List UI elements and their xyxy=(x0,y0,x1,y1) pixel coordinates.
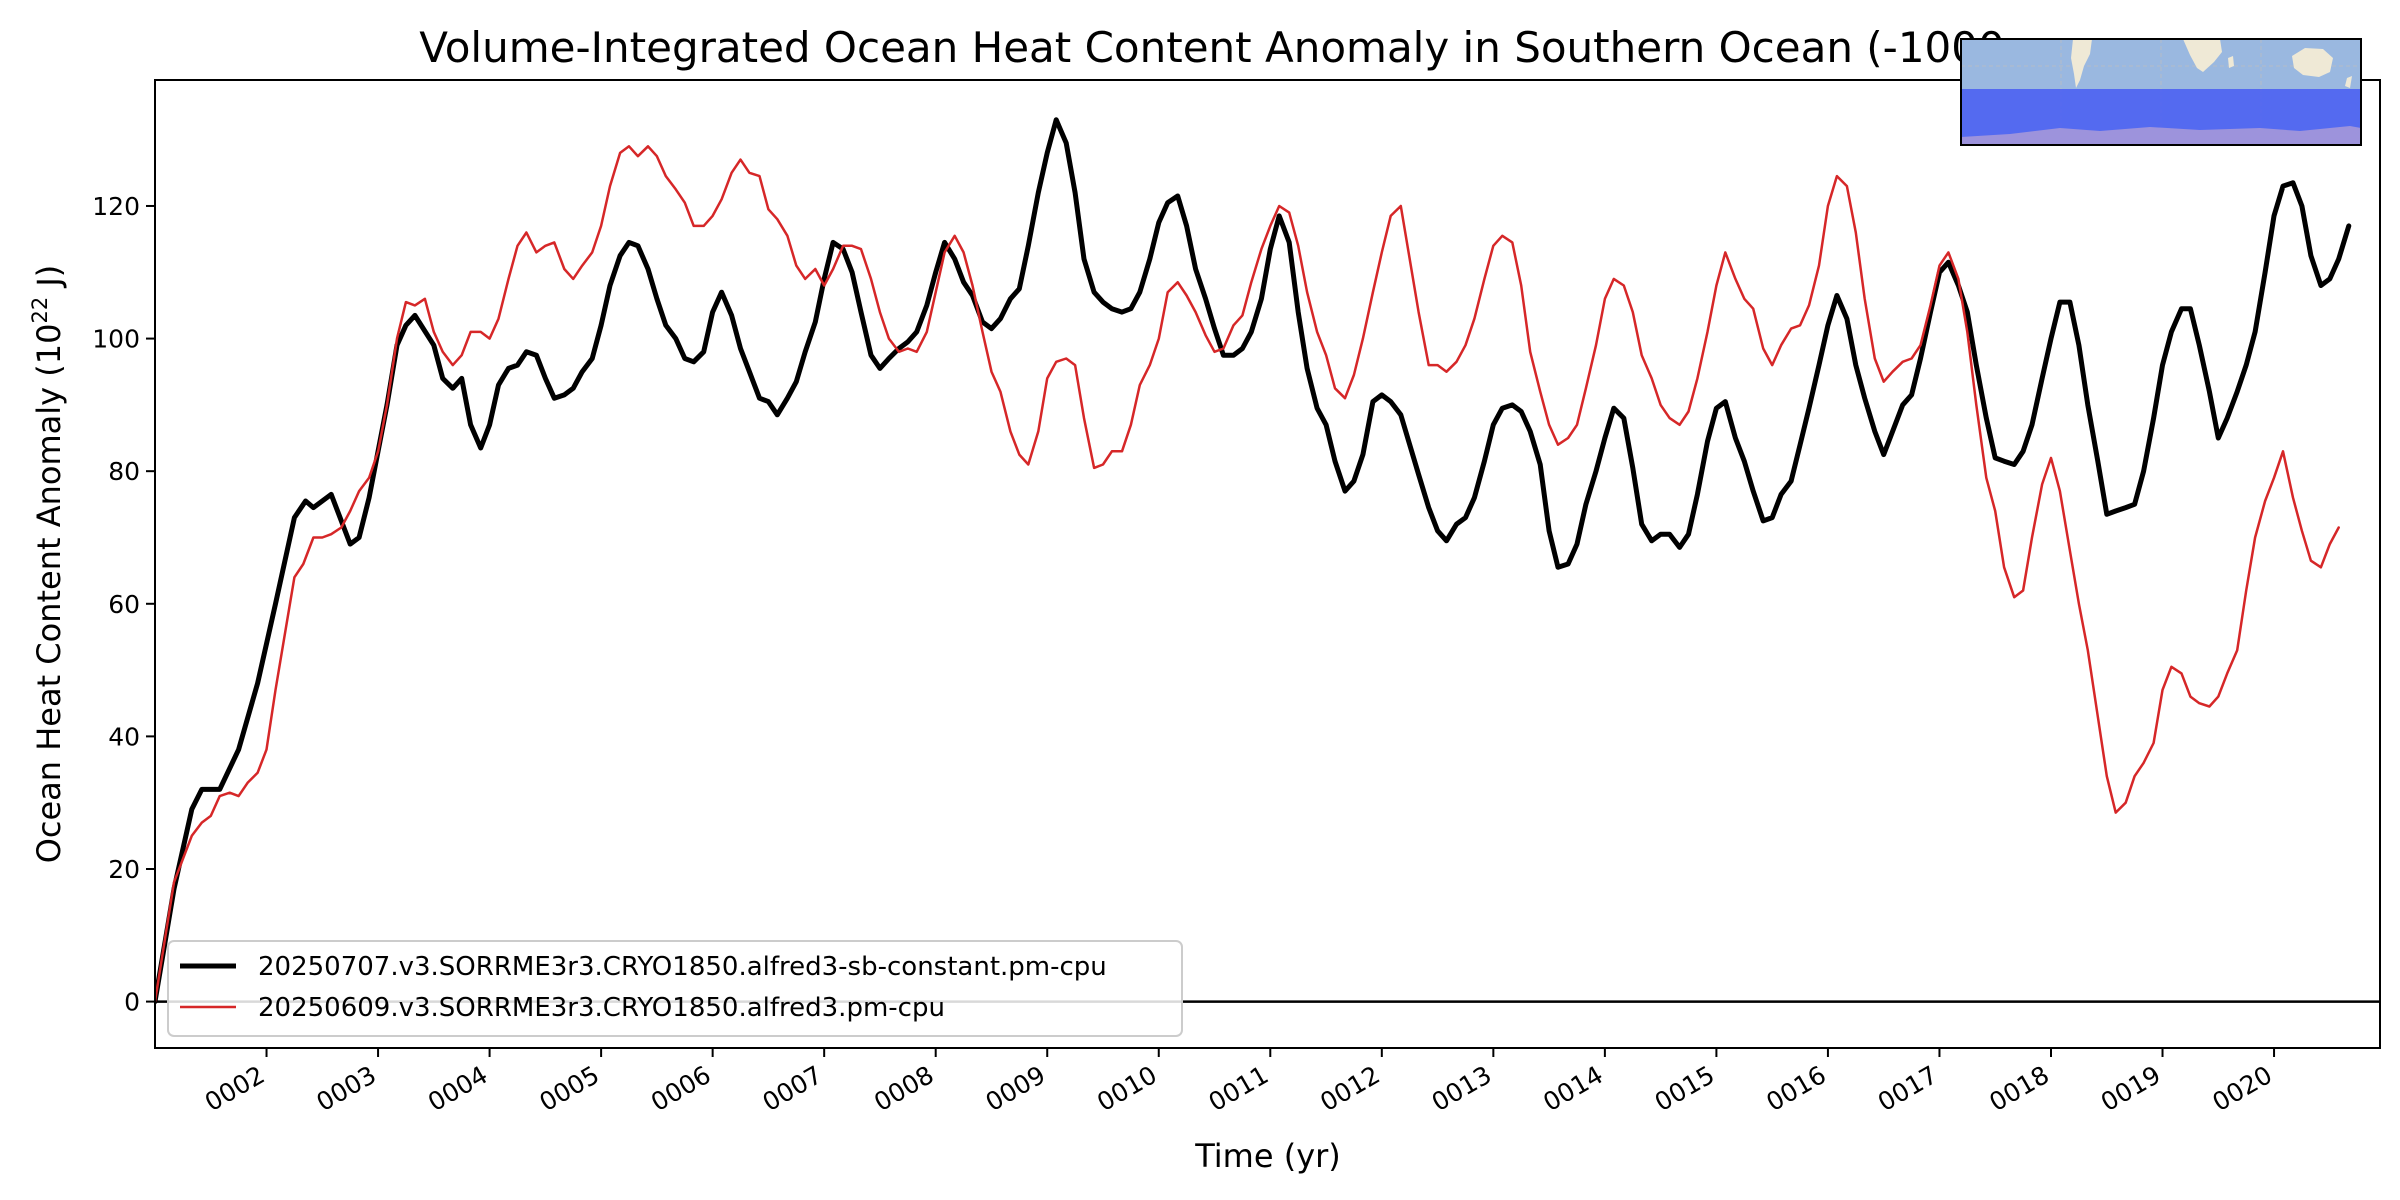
y-axis-label-exponent: 22 xyxy=(28,297,52,324)
x-tick-label: 0017 xyxy=(1873,1060,1943,1117)
x-tick-label: 0005 xyxy=(535,1060,605,1117)
x-tick-label: 0002 xyxy=(200,1060,270,1117)
y-axis-label-unit: J) xyxy=(30,265,68,297)
x-axis-label: Time (yr) xyxy=(1194,1137,1341,1175)
x-tick-label: 0011 xyxy=(1204,1060,1274,1117)
x-tick-label: 0020 xyxy=(2207,1060,2277,1117)
x-tick-label: 0006 xyxy=(646,1060,716,1117)
x-tick-label: 0019 xyxy=(2096,1060,2166,1117)
inset-map-africa xyxy=(2183,39,2222,72)
x-tick-label: 0013 xyxy=(1427,1060,1497,1117)
y-tick-label: 120 xyxy=(92,192,140,221)
inset-map-australia xyxy=(2292,48,2333,77)
series-line-1 xyxy=(155,145,2340,1003)
inset-map-frame xyxy=(1960,38,2362,146)
x-tick-label: 0010 xyxy=(1092,1060,1162,1117)
legend-label-series-1: 20250609.v3.SORRME3r3.CRYO1850.alfred3.p… xyxy=(258,993,945,1023)
x-tick-label: 0007 xyxy=(758,1060,828,1117)
inset-map-antarctica xyxy=(1961,126,2361,145)
series-line-0 xyxy=(155,117,2352,1005)
y-tick-label: 0 xyxy=(124,988,140,1017)
legend: 20250707.v3.SORRME3r3.CRYO1850.alfred3-s… xyxy=(167,940,1183,1037)
y-axis-label: Ocean Heat Content Anomaly (1022 J) xyxy=(28,265,68,864)
x-tick-label: 0015 xyxy=(1650,1060,1720,1117)
legend-label-series-0: 20250707.v3.SORRME3r3.CRYO1850.alfred3-s… xyxy=(258,952,1107,982)
x-tick-label: 0016 xyxy=(1761,1060,1831,1117)
inset-map-south-america xyxy=(2071,39,2092,88)
x-tick-label: 0004 xyxy=(423,1060,493,1117)
inset-map-new-zealand xyxy=(2345,76,2352,88)
y-tick-label: 20 xyxy=(108,855,140,884)
x-tick-label: 0014 xyxy=(1538,1060,1608,1117)
y-tick-label: 40 xyxy=(108,722,140,751)
y-tick-label: 100 xyxy=(92,325,140,354)
y-tick-label: 60 xyxy=(108,590,140,619)
y-axis-label-main: Ocean Heat Content Anomaly (10 xyxy=(30,324,68,864)
plot-area xyxy=(155,117,2380,1005)
chart-title: Volume-Integrated Ocean Heat Content Ano… xyxy=(419,23,2004,72)
region-inset-map xyxy=(1960,38,2362,146)
x-tick-label: 0012 xyxy=(1315,1060,1385,1117)
y-tick-label: 80 xyxy=(108,457,140,486)
x-tick-label: 0003 xyxy=(311,1060,381,1117)
x-tick-label: 0018 xyxy=(1984,1060,2054,1117)
x-tick-label: 0008 xyxy=(869,1060,939,1117)
x-tick-label: 0009 xyxy=(981,1060,1051,1117)
plot-frame xyxy=(154,79,2381,1049)
legend-box xyxy=(167,940,1183,1037)
inset-map-madagascar xyxy=(2228,56,2234,68)
